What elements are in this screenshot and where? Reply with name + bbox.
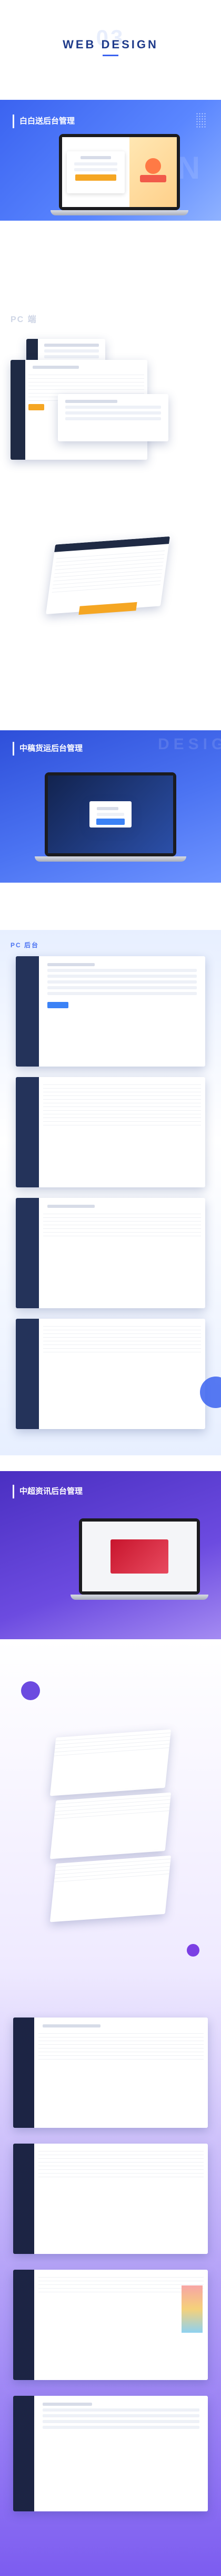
stacked-screen-3 <box>49 1855 172 1922</box>
laptop-2-base <box>35 856 186 862</box>
admin-screen-1 <box>16 956 205 1067</box>
admin-screen-2 <box>16 1077 205 1187</box>
login-button-2[interactable] <box>96 819 125 825</box>
news-admin-4 <box>13 2396 208 2511</box>
laptop-1-base <box>51 210 188 215</box>
admin-screen-3 <box>16 1198 205 1308</box>
hero-underline <box>103 55 118 56</box>
laptop-3 <box>79 1518 200 1595</box>
laptop-2 <box>45 772 176 856</box>
section-2-title: 中稿货运后台管理 <box>13 742 83 756</box>
login-card <box>67 151 125 193</box>
decor-circle-1 <box>200 1377 221 1408</box>
hero-title: WEB DESIGN <box>63 38 158 51</box>
pc-label-2: PC 后台 <box>11 942 39 949</box>
login-card-2 <box>89 801 132 827</box>
laptop-1-screen <box>62 137 177 207</box>
decor-dots <box>196 112 206 128</box>
section-1-title: 白白送后台管理 <box>13 115 75 128</box>
news-admin-2 <box>13 2144 208 2254</box>
decor-circle-3 <box>187 1944 199 1957</box>
news-admin-1 <box>13 2018 208 2128</box>
pc-screens-group <box>0 326 221 515</box>
laptop-2-screen <box>48 775 173 853</box>
section-3-title: 中超资讯后台管理 <box>13 1485 83 1498</box>
laptop-3-screen <box>82 1522 197 1591</box>
hero-ghost-number: 03 <box>96 25 125 50</box>
news-admin-3 <box>13 2270 208 2380</box>
admin-screen-4 <box>16 1319 205 1429</box>
screen-stack-3 <box>58 394 168 441</box>
pc-label: PC 端 <box>11 315 37 324</box>
laptop-3-base <box>71 1595 208 1600</box>
login-button[interactable] <box>75 174 117 181</box>
stacked-screen-2 <box>49 1792 172 1859</box>
laptop-1 <box>59 134 180 210</box>
decor-circle-2 <box>21 1681 40 1700</box>
stacked-screen-1 <box>49 1729 172 1796</box>
section-2-ghost: DESIGN <box>158 736 221 753</box>
iso-table <box>46 536 170 615</box>
